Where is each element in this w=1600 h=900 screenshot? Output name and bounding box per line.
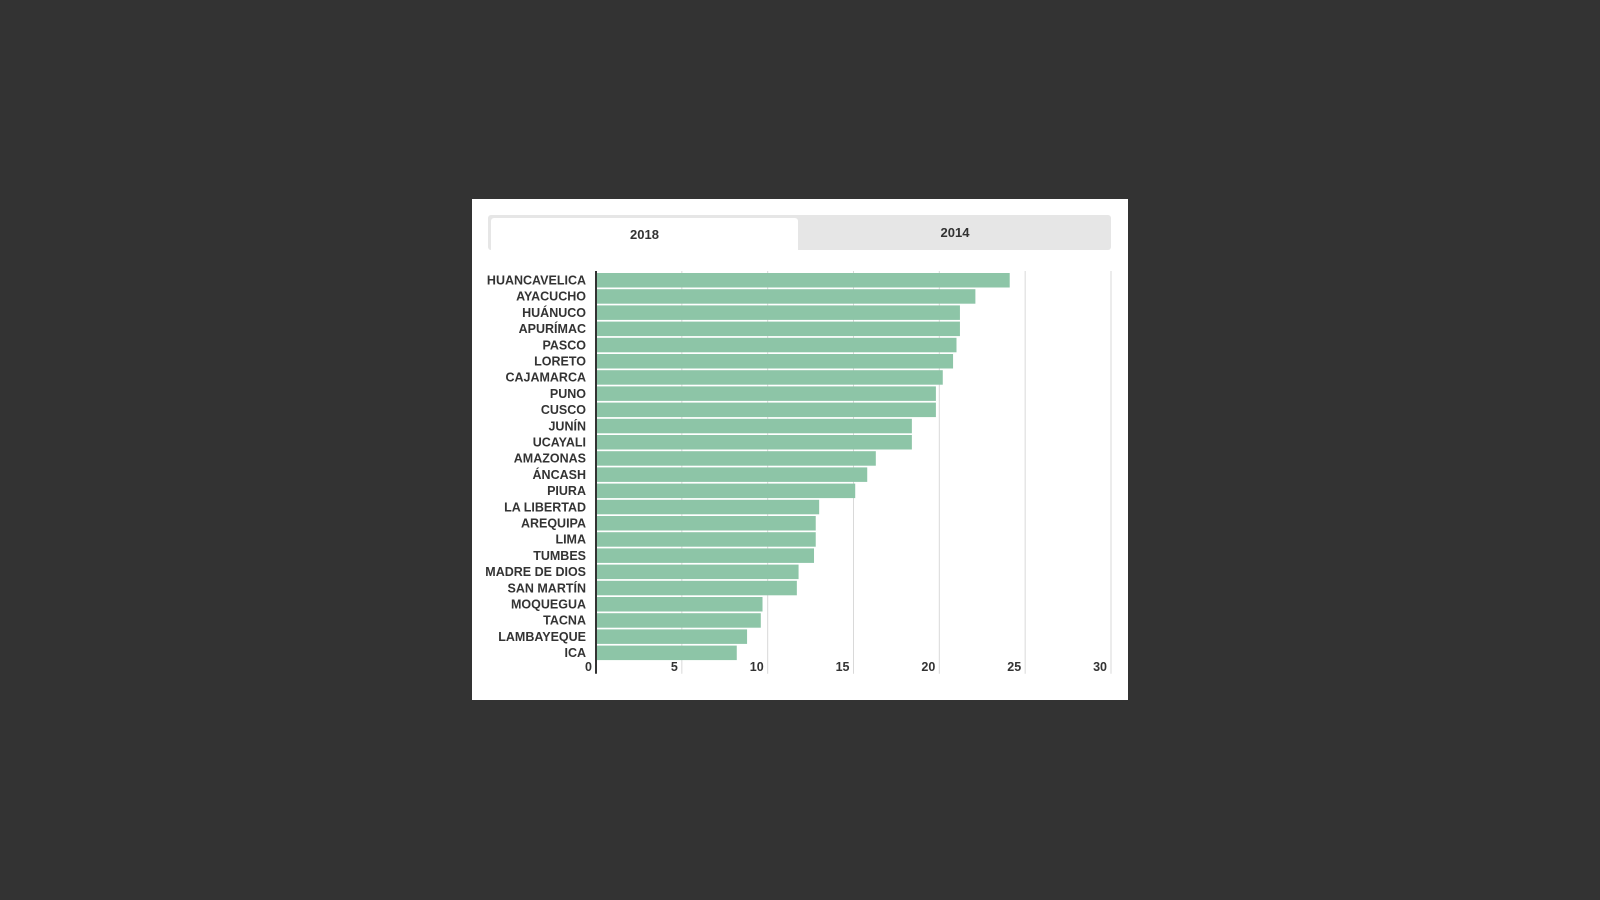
bar[interactable] bbox=[597, 548, 815, 563]
bar[interactable] bbox=[597, 499, 820, 515]
category-label: ÁNCASH bbox=[533, 467, 586, 482]
category-label: PASCO bbox=[542, 338, 586, 352]
category-label: MOQUEGUA bbox=[511, 598, 586, 612]
bar[interactable] bbox=[597, 564, 799, 580]
x-tick-label: 30 bbox=[1093, 660, 1107, 674]
bar[interactable] bbox=[597, 467, 868, 482]
bar[interactable] bbox=[597, 289, 976, 304]
bar[interactable] bbox=[597, 629, 748, 644]
category-label: AYACUCHO bbox=[516, 290, 586, 304]
bar[interactable] bbox=[597, 613, 761, 628]
bar[interactable] bbox=[597, 435, 912, 450]
bar[interactable] bbox=[597, 645, 737, 661]
bar[interactable] bbox=[597, 418, 912, 434]
category-label: LIMA bbox=[555, 533, 586, 547]
x-tick-label: 25 bbox=[1007, 660, 1021, 674]
bar[interactable] bbox=[597, 597, 763, 612]
bar[interactable] bbox=[597, 386, 936, 401]
category-label: AMAZONAS bbox=[514, 452, 586, 466]
category-label: CAJAMARCA bbox=[505, 371, 586, 385]
category-label: PIURA bbox=[547, 484, 586, 498]
category-label: HUÁNUCO bbox=[522, 305, 586, 320]
category-label: TUMBES bbox=[533, 549, 586, 563]
tick-labels: 0 5 10 15 20 25 30 bbox=[585, 660, 1107, 674]
category-label: APURÍMAC bbox=[519, 321, 586, 336]
category-label: ICA bbox=[564, 646, 586, 660]
bar[interactable] bbox=[597, 321, 960, 337]
tab-2018[interactable]: 2018 bbox=[491, 218, 798, 250]
category-label: PUNO bbox=[550, 387, 586, 401]
chart-card: 2018 2014 HUANCAVELICA AYACUCHO HUÁNUCO APU… bbox=[472, 199, 1128, 700]
bar[interactable] bbox=[597, 532, 816, 547]
year-tabs: 2018 2014 bbox=[488, 215, 1111, 250]
bar[interactable] bbox=[597, 370, 943, 385]
bar[interactable] bbox=[597, 273, 1010, 288]
x-tick-label: 0 bbox=[585, 660, 592, 674]
category-label: MADRE DE DIOS bbox=[485, 565, 586, 579]
category-label: LA LIBERTAD bbox=[504, 500, 586, 514]
x-tick-label: 15 bbox=[836, 660, 850, 674]
category-label: AREQUIPA bbox=[521, 517, 586, 531]
bar[interactable] bbox=[597, 580, 797, 596]
bar[interactable] bbox=[597, 402, 936, 418]
bar[interactable] bbox=[597, 483, 856, 499]
category-label: SAN MARTÍN bbox=[508, 580, 586, 595]
tab-2014[interactable]: 2014 bbox=[940, 225, 970, 240]
category-label: UCAYALI bbox=[533, 436, 586, 450]
bars bbox=[597, 273, 1010, 661]
bar[interactable] bbox=[597, 354, 954, 369]
category-label: LORETO bbox=[534, 355, 586, 369]
category-label: JUNÍN bbox=[548, 418, 586, 433]
bar[interactable] bbox=[597, 451, 876, 466]
bar[interactable] bbox=[597, 337, 957, 353]
category-label: LAMBAYEQUE bbox=[498, 630, 586, 644]
category-label: HUANCAVELICA bbox=[487, 274, 586, 288]
x-tick-label: 20 bbox=[921, 660, 935, 674]
x-tick-label: 5 bbox=[671, 660, 678, 674]
category-label: TACNA bbox=[543, 614, 586, 628]
bar[interactable] bbox=[597, 516, 816, 531]
x-tick-label: 10 bbox=[750, 660, 764, 674]
category-label: CUSCO bbox=[541, 403, 586, 417]
bar[interactable] bbox=[597, 305, 960, 320]
